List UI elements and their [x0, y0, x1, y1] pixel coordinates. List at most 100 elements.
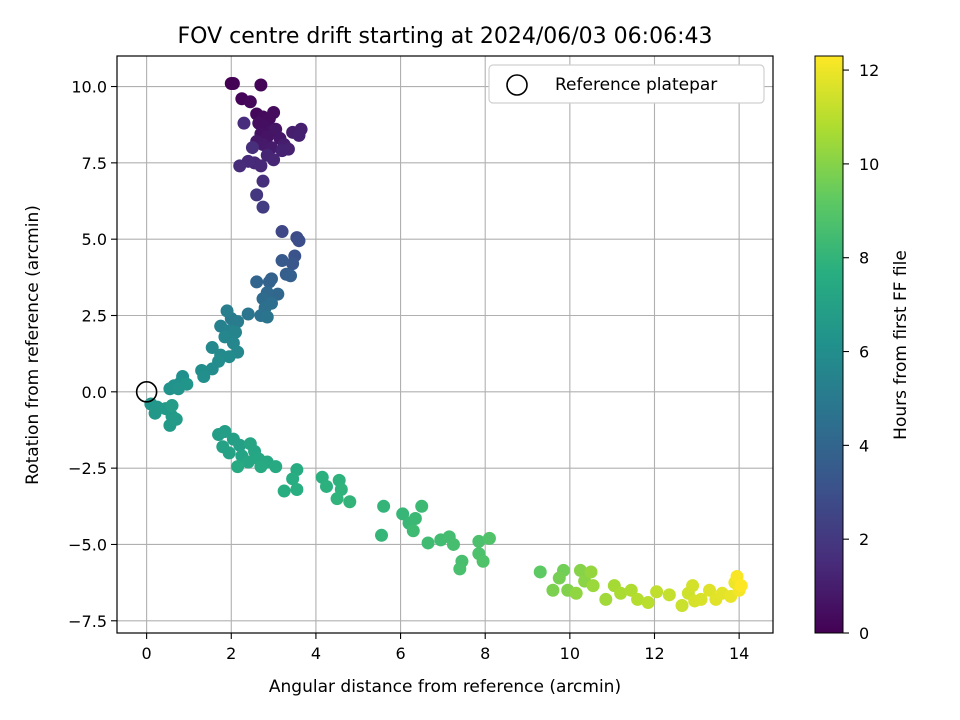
data-point	[686, 579, 700, 593]
colorbar-gradient	[814, 55, 844, 634]
data-point	[231, 460, 245, 474]
data-point	[277, 484, 291, 498]
colorbar: 0 2 4 6 8 10 12 Hours from first FF file	[814, 55, 911, 643]
data-point	[269, 460, 283, 474]
data-point	[267, 105, 281, 119]
data-point	[284, 269, 298, 283]
data-point	[222, 446, 236, 460]
data-point	[250, 188, 264, 202]
data-point	[408, 512, 422, 526]
reference-point-marker	[135, 381, 158, 403]
data-point	[165, 399, 179, 413]
data-point	[573, 563, 587, 577]
data-point	[694, 592, 708, 606]
data-point	[599, 592, 613, 606]
data-point	[197, 370, 211, 384]
data-point	[256, 174, 270, 188]
data-point	[453, 562, 467, 576]
data-point	[552, 571, 566, 585]
data-point	[169, 412, 183, 426]
data-point	[275, 254, 289, 268]
x-tick-label: 4	[311, 644, 321, 663]
data-point	[533, 565, 547, 579]
data-point	[624, 583, 638, 597]
data-point	[205, 362, 219, 376]
data-point	[271, 287, 285, 301]
data-point	[260, 310, 274, 324]
data-point	[675, 599, 689, 613]
data-point	[734, 579, 748, 593]
colorbar-tick-label: 4	[859, 436, 869, 455]
data-point	[662, 588, 676, 602]
data-point	[343, 495, 357, 509]
data-point	[233, 438, 247, 452]
data-point	[472, 534, 486, 548]
data-point	[262, 275, 276, 289]
data-point	[375, 528, 389, 542]
data-point	[226, 76, 240, 90]
data-point	[254, 460, 268, 474]
data-point	[586, 579, 600, 593]
data-point	[231, 315, 245, 329]
data-point	[446, 537, 460, 551]
data-point	[243, 95, 257, 109]
data-point	[241, 307, 255, 321]
y-tick-label: 10.0	[71, 78, 107, 97]
data-point	[292, 234, 306, 248]
legend-marker-icon	[506, 74, 528, 96]
data-point	[233, 159, 247, 173]
y-tick-label: −5.0	[68, 535, 107, 554]
data-point	[286, 257, 300, 271]
data-point	[267, 153, 281, 167]
x-tick-label: 0	[142, 644, 152, 663]
chart-title: FOV centre drift starting at 2024/06/03 …	[178, 24, 713, 49]
data-point	[569, 586, 583, 600]
data-point	[220, 304, 234, 318]
colorbar-label: Hours from first FF file	[891, 250, 911, 440]
y-tick-label: 5.0	[82, 230, 107, 249]
data-point	[650, 585, 664, 599]
data-points	[144, 76, 748, 613]
data-point	[415, 499, 429, 513]
colorbar-tick-label: 0	[859, 624, 869, 643]
data-point	[250, 275, 264, 289]
colorbar-tick-label: 8	[859, 249, 869, 268]
data-point	[254, 78, 268, 92]
data-point	[229, 325, 243, 339]
colorbar-tick-label: 12	[859, 61, 879, 80]
data-point	[286, 472, 300, 486]
data-point	[377, 499, 391, 513]
x-tick-label: 6	[395, 644, 405, 663]
data-point	[396, 507, 410, 521]
x-axis-label: Angular distance from reference (arcmin)	[269, 677, 621, 697]
x-axis-ticks: 0 2 4 6 8 10 12 14	[142, 633, 749, 663]
x-tick-label: 2	[226, 644, 236, 663]
x-tick-label: 14	[729, 644, 749, 663]
colorbar-tick-label: 2	[859, 530, 869, 549]
data-point	[218, 425, 232, 439]
data-point	[330, 492, 344, 506]
data-point	[584, 565, 598, 579]
data-point	[148, 406, 162, 420]
data-point	[476, 554, 490, 568]
legend-box	[488, 64, 765, 104]
colorbar-tick-label: 10	[859, 155, 879, 174]
data-point	[241, 455, 255, 469]
x-tick-label: 10	[560, 644, 580, 663]
data-point	[406, 524, 420, 538]
legend-label: Reference platepar	[555, 75, 717, 95]
data-point	[275, 225, 289, 239]
y-tick-label: 0.0	[82, 383, 107, 402]
y-tick-label: 2.5	[82, 306, 107, 325]
data-point	[641, 595, 655, 609]
grid-lines	[117, 56, 773, 633]
data-point	[256, 200, 270, 214]
y-tick-label: −2.5	[68, 459, 107, 478]
data-point	[290, 483, 304, 497]
x-tick-label: 8	[480, 644, 490, 663]
data-point	[292, 128, 306, 142]
x-tick-label: 12	[644, 644, 664, 663]
y-tick-label: 7.5	[82, 154, 107, 173]
y-tick-label: −7.5	[68, 612, 107, 631]
